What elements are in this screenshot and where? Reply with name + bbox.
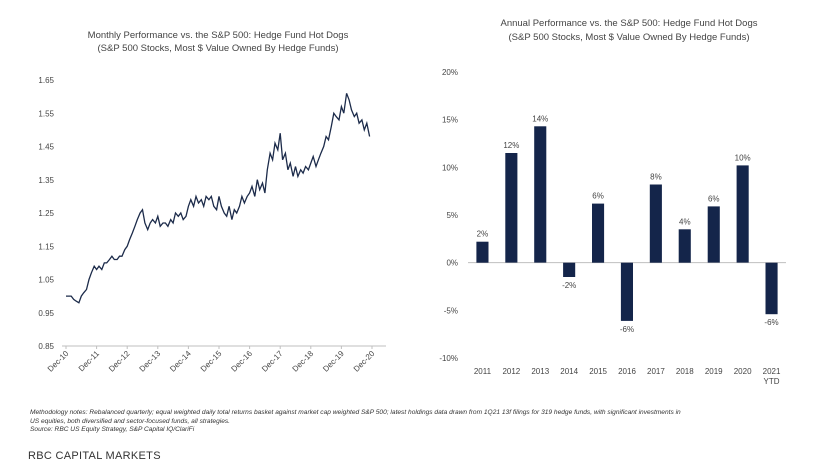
line-x-tick-label: Dec-12 [107,349,132,374]
line-y-tick-label: 1.15 [38,242,54,251]
line-x-tick-label: Dec-18 [291,349,316,374]
line-x-tick-label: Dec-11 [77,349,102,374]
bar-data-label: 6% [708,194,720,203]
line-y-tick-label: 0.85 [38,342,54,351]
bar-data-label: -6% [620,325,634,334]
methodology-note-line1: Methodology notes: Rebalanced quarterly;… [30,409,681,416]
bar-data-label: -6% [764,318,778,327]
bar-x-tick-label: 2014 [560,367,578,376]
methodology-note-line2: US equities, both diversified and sector… [30,417,230,425]
bar-data-label: 2% [477,230,489,239]
bar-x-tick-label: 2018 [676,367,694,376]
bar-y-tick-label: -5% [444,306,458,315]
bar-y-axis: -10% -5% 0% 5% 10% 15% 20% [439,68,458,363]
bar-chart: Annual Performance vs. the S&P 500: Hedg… [439,18,786,386]
line-y-tick-label: 1.55 [38,109,54,118]
line-x-axis: Dec-10 Dec-11 Dec-12 Dec-13 Dec-14 Dec-15 Dec-… [46,346,377,374]
line-x-tick-label: Dec-15 [199,349,224,374]
bar-x-tick-label: 2020 [734,367,752,376]
bar-data-label: -2% [562,281,576,290]
bar-2019 [707,206,720,263]
line-x-tick-label: Dec-16 [229,349,254,374]
bar-chart-title: Annual Performance vs. the S&P 500: Hedg… [500,18,757,29]
bar-2018 [678,229,691,263]
bar-y-tick-label: 0% [446,259,458,268]
bar-x-tick-label: 2016 [618,367,636,376]
source-note: Source: RBC US Equity Strategy, S&P Capi… [30,426,195,434]
bar-x-tick-label: 2019 [705,367,723,376]
line-y-tick-label: 1.35 [38,176,54,185]
bar-x-tick-label: 2015 [589,367,607,376]
line-chart: Monthly Performance vs. the S&P 500: Hed… [38,30,386,374]
bar-data-label: 10% [735,153,751,162]
bar-x-axis: 2011 2012 2013 2014 2015 2016 2017 2018 2019 2020… [474,367,781,386]
bar-x-tick-label: 2012 [502,367,520,376]
bar-data-label: 4% [679,217,691,226]
line-x-tick-label: Dec-19 [321,349,346,374]
line-y-tick-label: 1.05 [38,276,54,285]
bar-data-label: 6% [592,192,604,201]
bar-data-label: 8% [650,172,662,181]
bar-x-tick-label: 2017 [647,367,665,376]
bar-2020 [736,165,749,263]
bar-data-label: 12% [503,141,519,150]
bar-data-label: 14% [532,114,548,123]
bar-y-tick-label: 20% [442,68,458,77]
line-y-tick-label: 1.25 [38,209,54,218]
line-y-tick-label: 0.95 [38,309,54,318]
bar-y-tick-label: -10% [439,354,458,363]
line-x-tick-label: Dec-14 [168,349,193,374]
bar-y-tick-label: 5% [446,211,458,220]
line-chart-subtitle: (S&P 500 Stocks, Most $ Value Owned By H… [98,43,339,54]
bar-x-tick-label: 2011 [474,367,492,376]
bar-series: 2% 12% 14% -2% 6% -6% 8% 4% 6% 10% -6% [476,114,779,334]
bar-2015 [592,203,605,263]
bar-2021 [765,262,778,315]
bar-y-tick-label: 15% [442,116,458,125]
line-x-tick-label: Dec-13 [138,349,163,374]
footnotes: Methodology notes: Rebalanced quarterly;… [30,409,810,435]
bar-y-tick-label: 10% [442,163,458,172]
bar-chart-subtitle: (S&P 500 Stocks, Most $ Value Owned By H… [509,32,750,43]
line-x-tick-label: Dec-10 [46,349,71,374]
bar-x-tick-label: 2013 [531,367,549,376]
line-y-tick-label: 1.65 [38,76,54,85]
bar-2011 [476,241,489,263]
line-series-path [66,93,371,304]
bar-2012 [505,153,518,263]
line-y-tick-label: 1.45 [38,143,54,152]
bar-2014 [563,262,576,277]
line-x-tick-label: Dec-17 [260,349,285,374]
line-x-tick-label: Dec-20 [352,349,377,374]
line-chart-title: Monthly Performance vs. the S&P 500: Hed… [88,30,349,41]
brand-logo-text: RBC CAPITAL MARKETS [28,450,161,462]
bar-x-tick-sublabel: YTD [764,377,780,386]
bar-2017 [649,184,662,263]
bar-x-tick-label: 2021 [763,367,781,376]
bar-2013 [534,126,547,263]
bar-2016 [620,262,633,321]
line-y-axis: 0.85 0.95 1.05 1.15 1.25 1.35 1.45 1.55 1.65 [38,76,54,351]
